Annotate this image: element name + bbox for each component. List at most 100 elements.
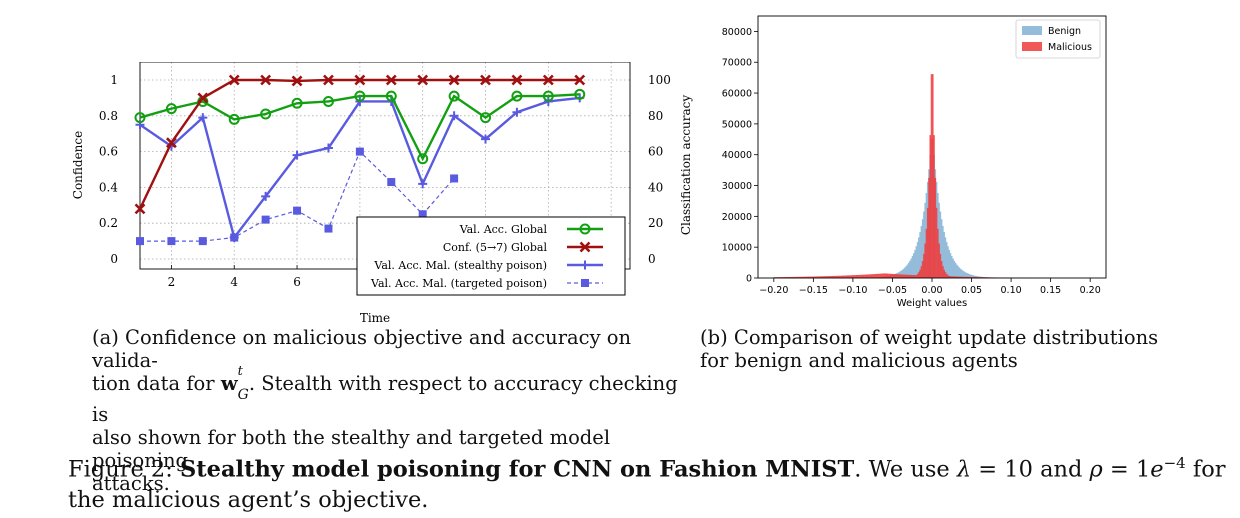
data-point bbox=[574, 88, 586, 100]
malicious-bar bbox=[842, 275, 844, 278]
data-point bbox=[480, 112, 492, 124]
caption-text-tail: for the malicious agent’s objective. bbox=[68, 456, 1226, 513]
legend-swatch bbox=[1022, 26, 1042, 35]
malicious-bar bbox=[849, 275, 852, 278]
x-tick-label: −0.20 bbox=[759, 285, 788, 296]
y-tick-label-right: 40 bbox=[648, 180, 663, 194]
data-point bbox=[511, 90, 523, 102]
benign-bar bbox=[924, 202, 926, 278]
data-point bbox=[291, 75, 303, 87]
malicious-bar bbox=[895, 274, 897, 278]
malicious-bar bbox=[961, 276, 963, 278]
benign-bar bbox=[950, 256, 953, 278]
benign-bar bbox=[962, 270, 964, 278]
malicious-bar bbox=[843, 275, 845, 278]
data-point bbox=[322, 95, 334, 107]
malicious-bar bbox=[821, 276, 824, 278]
benign-bar bbox=[906, 264, 909, 278]
weight-symbol: w bbox=[220, 372, 238, 395]
data-point bbox=[198, 113, 208, 123]
malicious-bar bbox=[963, 276, 966, 278]
data-point bbox=[230, 233, 239, 242]
malicious-bar bbox=[881, 273, 883, 278]
data-point bbox=[261, 191, 271, 201]
malicious-bar bbox=[956, 276, 958, 278]
data-point bbox=[542, 90, 554, 102]
malicious-bar bbox=[801, 276, 804, 278]
malicious-bar bbox=[900, 274, 902, 278]
benign-bar bbox=[966, 272, 968, 278]
x-tick-label: 2 bbox=[168, 275, 176, 289]
malicious-bar bbox=[797, 276, 800, 278]
malicious-bar bbox=[862, 274, 864, 278]
malicious-bar bbox=[973, 277, 976, 278]
malicious-bar bbox=[950, 276, 953, 278]
x-axis-label: Weight values bbox=[897, 298, 968, 309]
data-point bbox=[198, 237, 207, 246]
malicious-bar bbox=[830, 276, 833, 278]
y-axis-label: Confidence bbox=[71, 131, 85, 199]
malicious-bar bbox=[871, 274, 873, 278]
malicious-bar bbox=[891, 273, 894, 278]
y-tick-label: 0.4 bbox=[99, 180, 118, 194]
malicious-bar bbox=[880, 273, 882, 278]
malicious-bar bbox=[868, 274, 871, 278]
malicious-bar bbox=[899, 274, 901, 278]
malicious-bar bbox=[854, 275, 857, 278]
data-point bbox=[293, 206, 302, 215]
malicious-bar bbox=[933, 135, 935, 278]
malicious-bar bbox=[954, 276, 957, 278]
malicious-bar bbox=[828, 276, 830, 278]
figure-number: Figure 2: bbox=[68, 456, 173, 483]
x-tick-label: 0.10 bbox=[1001, 285, 1022, 296]
benign-bar bbox=[958, 267, 961, 278]
legend-marker bbox=[579, 241, 591, 253]
malicious-bar bbox=[919, 269, 921, 278]
malicious-bar bbox=[947, 275, 949, 278]
subcaption-a-text: tion data for bbox=[92, 372, 221, 395]
y-tick-label-right: 60 bbox=[648, 145, 663, 159]
x-tick-label: −0.15 bbox=[799, 285, 828, 296]
data-point bbox=[418, 179, 428, 189]
rho-symbol: ρ bbox=[1089, 456, 1103, 483]
benign-bar bbox=[910, 258, 913, 278]
rho-exponent: −4 bbox=[1163, 454, 1186, 472]
malicious-bar bbox=[886, 273, 889, 278]
data-point bbox=[387, 178, 396, 187]
lambda-symbol: λ bbox=[956, 456, 972, 483]
benign-bar bbox=[948, 249, 951, 278]
malicious-bar bbox=[938, 243, 940, 278]
data-point bbox=[228, 74, 240, 86]
malicious-bar bbox=[905, 274, 907, 278]
benign-bar bbox=[957, 266, 959, 278]
malicious-bar bbox=[969, 276, 972, 278]
malicious-bar bbox=[847, 275, 849, 278]
malicious-bar bbox=[968, 276, 971, 278]
figure-title: Stealthy model poisoning for CNN on Fash… bbox=[179, 456, 855, 483]
data-point bbox=[480, 74, 491, 86]
malicious-bar bbox=[859, 274, 862, 278]
benign-bar bbox=[973, 275, 976, 278]
malicious-bar bbox=[852, 275, 854, 278]
malicious-bar bbox=[948, 275, 951, 278]
benign-bar bbox=[942, 226, 944, 278]
malicious-bar bbox=[926, 207, 929, 278]
malicious-bar bbox=[915, 275, 918, 278]
benign-bar bbox=[902, 268, 905, 278]
malicious-bar bbox=[856, 275, 858, 278]
malicious-bar bbox=[796, 276, 799, 278]
data-point bbox=[511, 74, 523, 86]
malicious-bar bbox=[937, 228, 939, 278]
malicious-bar bbox=[813, 276, 815, 278]
benign-bar bbox=[914, 249, 916, 278]
malicious-bar bbox=[911, 275, 914, 278]
malicious-bar bbox=[795, 276, 797, 278]
malicious-bar bbox=[914, 275, 916, 278]
malicious-bar bbox=[878, 273, 881, 278]
malicious-bar bbox=[863, 274, 866, 278]
x-tick-label: 6 bbox=[293, 275, 301, 289]
data-point bbox=[417, 153, 429, 165]
malicious-bar bbox=[853, 275, 856, 278]
malicious-bar bbox=[861, 274, 863, 278]
legend: Val. Acc. Global Conf. (5→7) Global Val. A… bbox=[356, 216, 626, 296]
